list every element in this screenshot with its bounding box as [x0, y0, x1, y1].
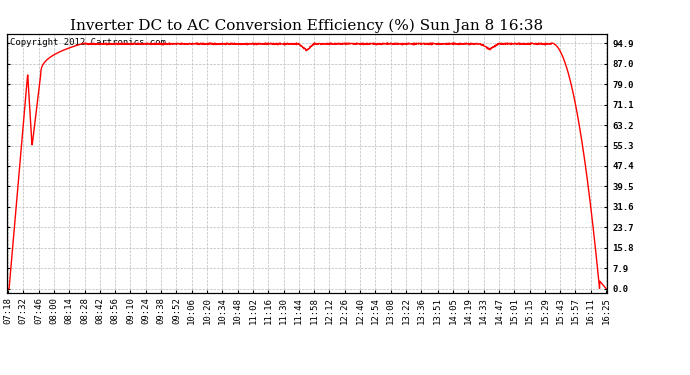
Title: Inverter DC to AC Conversion Efficiency (%) Sun Jan 8 16:38: Inverter DC to AC Conversion Efficiency … — [70, 18, 544, 33]
Text: Copyright 2012 Cartronics.com: Copyright 2012 Cartronics.com — [10, 38, 166, 46]
